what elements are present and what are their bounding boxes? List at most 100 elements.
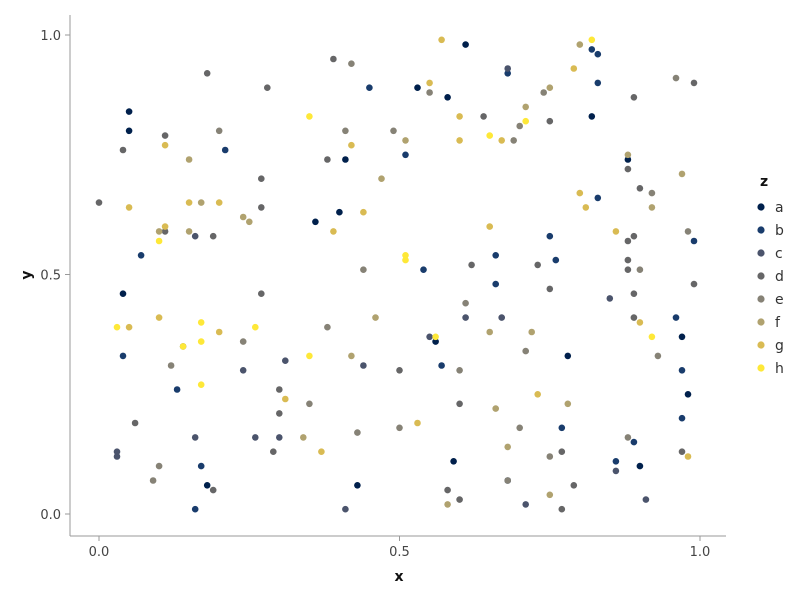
data-point-b (492, 252, 500, 259)
data-point-d (678, 448, 686, 456)
data-point-c (642, 496, 650, 503)
data-point-f (444, 501, 451, 508)
data-point-d (396, 367, 403, 374)
data-point-c (462, 314, 469, 321)
data-point-e (636, 266, 644, 274)
data-point-g (360, 208, 367, 216)
data-point-e (342, 127, 349, 135)
data-point-e (516, 122, 523, 130)
data-point-h (522, 117, 529, 125)
data-point-d (630, 314, 638, 321)
data-point-f (576, 41, 584, 48)
data-point-h (113, 323, 121, 331)
data-point-f (624, 151, 632, 159)
data-point-f (504, 443, 512, 451)
data-point-h (402, 252, 409, 259)
data-point-a (342, 156, 349, 163)
data-point-d (690, 280, 698, 288)
data-point-h (197, 381, 205, 389)
data-point-g (456, 137, 463, 144)
data-point-e (510, 137, 517, 144)
data-point-d (270, 448, 277, 456)
data-point-b (504, 70, 512, 77)
data-point-e (306, 400, 313, 408)
data-point-e (155, 462, 163, 470)
data-point-h (588, 36, 596, 44)
data-point-f (300, 434, 307, 441)
data-point-e (684, 228, 692, 235)
data-points (95, 36, 698, 513)
data-point-h (306, 352, 313, 360)
data-point-a (624, 156, 632, 163)
data-point-c (612, 467, 620, 475)
data-point-f (185, 156, 193, 163)
data-point-d (558, 448, 566, 456)
data-point-g (348, 141, 355, 149)
x-tick-label: 1.0 (690, 545, 711, 560)
legend-label-b: b (775, 223, 784, 239)
data-point-f (486, 328, 494, 336)
legend-marker-d (757, 272, 765, 280)
legend-label-c: c (775, 246, 783, 262)
data-point-g (576, 189, 584, 197)
data-point-e (348, 60, 355, 67)
data-point-f (528, 328, 535, 336)
data-point-b (492, 280, 500, 288)
data-point-d (258, 175, 265, 182)
data-point-b (546, 232, 554, 240)
data-point-d (630, 290, 638, 298)
data-point-d (264, 84, 271, 91)
data-point-e (504, 477, 512, 484)
data-point-b (119, 352, 127, 360)
data-point-e (167, 362, 175, 369)
data-point-e (540, 89, 547, 96)
data-point-g (215, 328, 223, 336)
data-point-d (258, 290, 265, 298)
data-point-b (221, 146, 229, 154)
data-point-f (197, 199, 205, 206)
data-point-d (456, 400, 463, 408)
data-point-d (624, 256, 632, 264)
data-point-f (185, 228, 193, 235)
data-point-f (372, 314, 379, 321)
data-point-a (336, 208, 343, 216)
data-point-b (558, 424, 566, 432)
data-point-d (276, 410, 283, 417)
legend-label-g: g (775, 338, 784, 354)
data-point-c (360, 362, 367, 369)
data-point-d (558, 505, 566, 513)
data-point-c (282, 357, 289, 365)
data-point-d (131, 419, 139, 427)
data-point-c (191, 232, 199, 240)
data-point-b (612, 458, 620, 465)
data-point-d (330, 55, 337, 63)
data-point-d (258, 204, 265, 211)
data-point-h (306, 113, 313, 120)
legend-label-h: h (775, 361, 784, 377)
x-tick-label: 0.0 (89, 545, 110, 560)
data-point-g (456, 113, 463, 120)
data-point-b (588, 46, 596, 53)
data-point-e (672, 74, 680, 82)
data-point-g (282, 395, 289, 403)
data-point-e (648, 189, 656, 197)
data-point-c (426, 333, 433, 341)
data-point-g (534, 391, 541, 398)
data-point-e (456, 367, 463, 374)
data-point-h (155, 237, 163, 245)
data-point-g (438, 36, 445, 44)
legend-marker-b (757, 226, 765, 234)
x-axis-title: x (394, 569, 403, 585)
data-point-a (119, 290, 127, 298)
data-point-h (252, 323, 259, 331)
data-point-d (630, 94, 638, 101)
x-tick-label: 0.5 (389, 545, 410, 560)
data-point-b (594, 79, 602, 87)
data-point-g (612, 228, 620, 235)
data-point-e (239, 338, 247, 345)
data-point-a (462, 41, 469, 48)
legend-title: z (760, 174, 768, 190)
data-point-e (360, 266, 367, 274)
data-point-a (312, 218, 319, 226)
